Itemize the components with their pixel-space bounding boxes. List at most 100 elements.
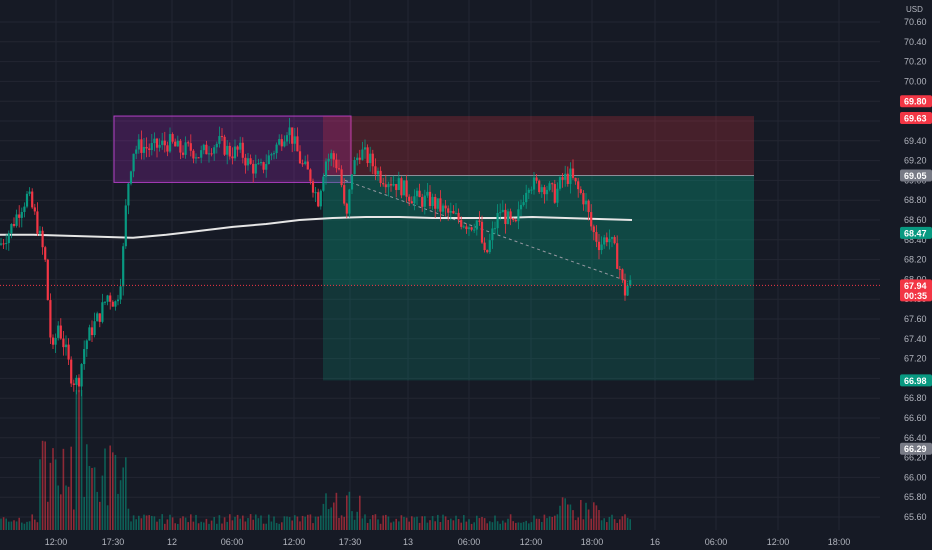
candle [298,145,302,164]
volume-bar [606,522,608,530]
price-badge: 66.29 [900,442,932,455]
candle-body [491,228,494,241]
candle [405,174,408,203]
price-axis[interactable]: USD70.6070.4070.2070.0069.8069.6069.4069… [880,0,932,550]
candle [566,166,569,187]
candle-body [44,247,47,260]
candle-body [75,377,78,385]
volume-bar [145,515,148,530]
volume-bar [49,462,52,530]
volume-bar [369,519,371,530]
candle-body [194,157,198,159]
candle-body [244,157,247,166]
drawing-zones[interactable] [113,115,754,381]
position-profit-fill [323,175,754,286]
volume-bar [444,516,447,530]
volume-bar [504,522,507,530]
candle [226,140,229,165]
volume-bar [330,507,332,530]
volume-bar [31,514,33,530]
time-tick-label: 17:30 [102,537,125,547]
candle [361,141,364,161]
time-axis[interactable]: 12:00 17:30 12 06:00 12:00 17:30 13 06:00 12:00 1… [0,530,880,550]
candle [67,338,70,366]
volume-bar [473,522,475,530]
volume-bar [104,448,106,530]
candle [467,226,471,236]
candle [124,199,127,249]
position-path-line [344,179,629,282]
volume-bar [364,514,366,530]
candle-body [239,142,242,150]
candle-body [85,340,88,350]
candle [512,217,515,222]
candle-body [145,146,148,149]
volume-bar [244,521,247,530]
volume-bar [229,514,231,530]
candle-body [106,295,109,302]
candle [259,158,263,166]
candle-body [415,190,419,197]
candle-body [506,211,510,224]
volume-bar [114,454,117,530]
volume-bar [140,518,143,530]
volume-bar [213,517,215,530]
candle [129,170,133,186]
candle [384,174,387,194]
candle [452,205,455,214]
candle-body [12,224,16,226]
candle [12,217,16,228]
candle [18,205,21,228]
volume-bar [112,452,114,530]
candle-body [293,136,296,144]
candle-body [254,163,257,174]
candle [491,221,494,249]
candle [348,188,351,218]
candle-body [330,153,333,159]
grid [0,0,880,530]
volume-bar [15,521,18,530]
volume-bar [398,521,400,530]
volume-bar [67,486,70,530]
candle [293,127,296,152]
candle-body [600,244,603,251]
candle [5,234,8,250]
volume-bar [291,520,293,530]
candle-body [509,211,512,219]
candle-body [228,145,231,157]
candle-body [259,162,263,164]
position-stop-zone [323,116,754,176]
candle [291,127,294,153]
candle [493,221,497,235]
volume-bar [236,514,239,530]
candle-body [267,155,270,165]
candle-body [361,149,364,160]
candle-body [83,349,86,365]
candle [285,132,289,146]
candle [280,134,283,151]
candle-body [129,171,133,184]
volume-bar [101,475,104,530]
volume-bar [533,515,535,530]
candle-body [296,136,299,152]
time-tick-label: 06:00 [458,537,481,547]
time-tick-label: 06:00 [221,537,244,547]
volume-bar [270,521,273,530]
volume-bar [392,521,395,530]
volume-bar [577,517,579,530]
volume-bar [520,522,522,530]
candle-body [504,209,507,224]
volume-bar [450,518,452,530]
candle [296,127,299,152]
candle [181,145,185,158]
candle [109,292,112,310]
volume-bar [437,514,439,530]
price-badge-bg [900,95,932,108]
candle-body [389,184,393,186]
candle [330,149,333,167]
candle-body [148,148,151,150]
candle [75,375,78,395]
candle [470,226,473,232]
